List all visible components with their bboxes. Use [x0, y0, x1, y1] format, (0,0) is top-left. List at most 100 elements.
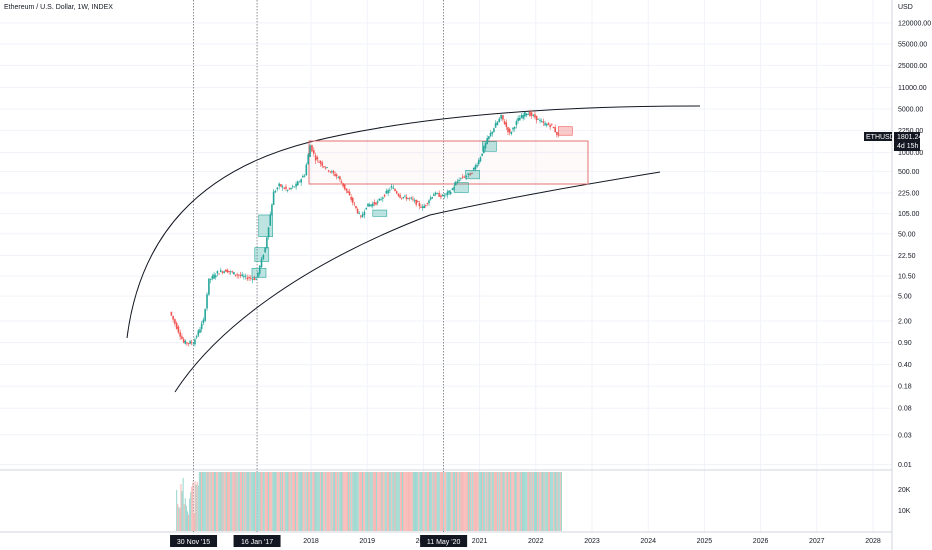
volume-bar	[332, 472, 334, 531]
volume-bar	[489, 472, 491, 531]
volume-bar	[223, 472, 225, 531]
candle-body	[184, 340, 187, 344]
candle-body	[534, 114, 536, 118]
candle-body	[253, 277, 256, 280]
volume-bar	[471, 472, 473, 531]
volume-bar	[233, 472, 235, 531]
volume-bar	[310, 472, 312, 531]
candle-body	[195, 336, 198, 338]
volume-bar	[516, 472, 518, 531]
volume-bar	[330, 472, 332, 531]
volume-bar	[497, 472, 499, 531]
candle-body	[172, 315, 174, 320]
volume-bar	[323, 472, 325, 531]
candle-body	[311, 145, 313, 152]
volume-bar	[554, 472, 556, 531]
volume-bar	[500, 472, 502, 531]
volume-bar	[473, 472, 475, 531]
volume-bar	[347, 472, 350, 531]
volume-bar	[235, 472, 237, 531]
candle-body	[402, 196, 405, 198]
volume-bar	[269, 472, 271, 531]
price-tick-label: 0.08	[898, 406, 912, 413]
volume-bar	[556, 472, 558, 531]
candle-body	[329, 171, 332, 173]
volume-bar	[271, 472, 273, 531]
volume-bar	[304, 472, 306, 531]
candle-body	[474, 165, 477, 170]
volume-bar	[517, 472, 519, 531]
candle-body	[512, 127, 514, 130]
candle-body	[508, 128, 511, 133]
volume-bar	[409, 472, 411, 531]
volume-bar	[397, 472, 399, 531]
candle-body	[394, 189, 396, 191]
volume-bar	[360, 472, 363, 531]
chart-title: Ethereum / U.S. Dollar, 1W, INDEX	[4, 4, 113, 11]
volume-bar	[526, 472, 528, 531]
volume-bar	[364, 472, 366, 531]
volume-bar	[506, 472, 508, 531]
marker-zones	[251, 126, 573, 278]
candle-body	[179, 332, 181, 337]
candle-body	[356, 209, 359, 214]
volume-bar	[514, 472, 516, 531]
volume-bar	[246, 472, 248, 531]
candle-body	[258, 265, 261, 274]
candle-body	[425, 204, 427, 206]
volume-bar	[441, 472, 444, 531]
volume-bar	[252, 472, 254, 531]
volume-tick-label: 10K	[898, 508, 911, 515]
volume-tick-label: 20K	[898, 487, 911, 494]
candle-body	[307, 154, 309, 165]
volume-bar	[486, 472, 488, 531]
volume-bar	[345, 472, 347, 531]
candle-body	[350, 196, 352, 200]
volume-bar	[385, 472, 387, 531]
candle-body	[241, 274, 243, 276]
volume-bar	[437, 472, 439, 531]
volume-bar	[456, 472, 458, 531]
candle-body	[340, 181, 343, 183]
volume-bar	[260, 472, 262, 531]
candle-body	[339, 176, 341, 180]
candle-body	[376, 201, 379, 203]
candle-body	[518, 118, 521, 121]
candle-body	[197, 330, 200, 336]
volume-bar	[491, 472, 493, 531]
candle-body	[189, 341, 191, 344]
volume-bar	[265, 472, 267, 531]
volume-bar	[219, 472, 221, 531]
price-tick-label: 500.00	[898, 169, 920, 176]
time-tick-label: 2024	[640, 538, 656, 545]
candle-body	[454, 182, 457, 186]
candle-body	[291, 186, 294, 188]
volume-bar	[533, 472, 535, 531]
price-tick-label: 50.00	[898, 231, 916, 238]
marker-zone	[258, 214, 274, 237]
volume-bar	[222, 472, 224, 531]
volume-bar	[429, 472, 431, 531]
candle-body	[331, 171, 333, 173]
volume-bar	[513, 472, 515, 531]
volume-bar	[407, 472, 409, 531]
upper-curve[interactable]	[126, 105, 701, 339]
volume-bar	[320, 472, 323, 531]
lower-curve[interactable]	[174, 171, 661, 393]
volume-bar	[230, 472, 232, 531]
price-tick-label: 0.03	[898, 432, 912, 439]
volume-bar	[240, 472, 243, 531]
candle-body	[525, 113, 528, 116]
volume-bar	[363, 472, 365, 531]
price-tick-label: 0.01	[898, 462, 912, 469]
candle-body	[535, 115, 538, 121]
volume-bar	[189, 498, 191, 531]
range-box[interactable]	[308, 140, 589, 185]
volume-bar	[544, 472, 546, 531]
candle-body	[395, 191, 398, 194]
volume-bar	[387, 472, 390, 531]
volume-bar	[545, 472, 547, 531]
volume-bar	[206, 472, 208, 531]
volume-bar	[376, 472, 378, 531]
